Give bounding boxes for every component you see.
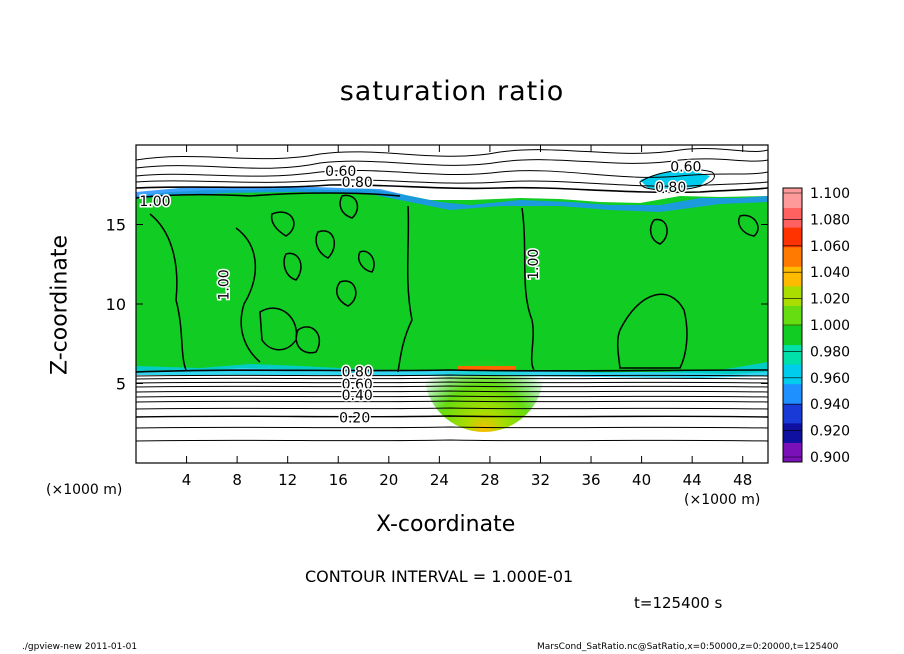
x-axis: 4 8 12 16 20 24 28 32 36 40 44 48 [182, 145, 752, 489]
upper-contours [136, 148, 768, 194]
colorbar-swatch [783, 227, 802, 248]
colorbar-swatch [783, 422, 802, 443]
colorbar-swatch [783, 207, 802, 228]
cloud-edge-bottom [136, 362, 768, 378]
footer-left: ./gpview-new 2011-01-01 [22, 642, 138, 652]
contour-label: 0.60 [342, 377, 373, 393]
colorbar-label: 0.980 [810, 344, 850, 360]
cloud-edge-top [136, 186, 768, 212]
colorbar: 1.100 1.080 1.060 1.040 1.020 1.000 0.980 0.960… [782, 186, 850, 466]
colorbar-label: 0.920 [810, 424, 850, 440]
colorbar-swatch [783, 266, 802, 287]
time-label: t=125400 s [634, 594, 723, 612]
contour-label: 1.00 [526, 249, 542, 280]
colorbar-swatch [783, 364, 802, 385]
x-unit-label-right: (×1000 m) [684, 492, 761, 508]
colorbar-label: 1.040 [810, 265, 850, 281]
x-tick-label: 32 [531, 471, 550, 489]
contour-label: 0.80 [655, 180, 686, 196]
colorbar-label: 1.000 [810, 318, 850, 334]
contour-label: 0.60 [325, 164, 356, 180]
y-axis: 5 10 15 [106, 216, 768, 394]
colorbar-swatch [783, 305, 802, 326]
colorbar-label: 1.100 [810, 186, 850, 202]
contour-label: 0.80 [342, 175, 373, 191]
x-tick-label: 8 [232, 471, 242, 489]
contour-interval: CONTOUR INTERVAL = 1.000E-01 [305, 567, 574, 586]
contour-label: 1.00 [139, 194, 170, 210]
colorbar-swatch [783, 325, 802, 346]
contour-label: 0.20 [339, 410, 370, 426]
colorbar-swatch [783, 188, 802, 209]
y-tick-label: 10 [106, 295, 126, 314]
x-tick-label: 24 [430, 471, 449, 489]
x-tick-label: 12 [278, 471, 297, 489]
colorbar-swatch [783, 285, 802, 306]
y-tick-label: 15 [106, 216, 126, 235]
saturated-region [136, 188, 768, 374]
colorbar-swatch [783, 383, 802, 404]
colorbar-label: 0.960 [810, 371, 850, 387]
x-tick-label: 28 [480, 471, 499, 489]
x-tick-label: 16 [329, 471, 348, 489]
colorbar-label: 1.080 [810, 212, 850, 228]
contour-labels: 0.600.801.000.600.801.001.000.800.600.40… [138, 158, 703, 428]
x-tick-label: 36 [581, 471, 600, 489]
colorbar-label: 0.900 [810, 450, 850, 466]
colorbar-label: 1.020 [810, 292, 850, 308]
plot-area [136, 145, 768, 463]
colorbar-swatch [783, 246, 802, 267]
y-tick-label: 5 [116, 375, 126, 394]
saturation-contours [136, 192, 759, 373]
lower-contours [136, 369, 768, 442]
colorbar-swatch [783, 442, 802, 463]
x-unit-label-left: (×1000 m) [46, 482, 123, 498]
contour-label: 0.60 [670, 159, 701, 175]
x-tick-label: 48 [733, 471, 752, 489]
peak-band [458, 366, 516, 371]
colorbar-label: 0.940 [810, 397, 850, 413]
contour-label: 0.80 [342, 364, 373, 380]
x-tick-label: 20 [379, 471, 398, 489]
x-tick-label: 40 [632, 471, 651, 489]
x-axis-label: X-coordinate [376, 512, 516, 537]
footer-right: MarsCond_SatRatio.nc@SatRatio,x=0:50000,… [537, 642, 839, 652]
contour-label: 0.40 [342, 388, 373, 404]
y-axis-label: Z-coordinate [47, 235, 73, 375]
colorbar-label: 1.060 [810, 239, 850, 255]
colorbar-swatch [783, 403, 802, 424]
contour-label: 1.00 [216, 269, 232, 300]
x-tick-label: 44 [683, 471, 702, 489]
chart-title: saturation ratio [339, 76, 565, 107]
colorbar-swatch [783, 344, 802, 365]
x-tick-label: 4 [182, 471, 192, 489]
